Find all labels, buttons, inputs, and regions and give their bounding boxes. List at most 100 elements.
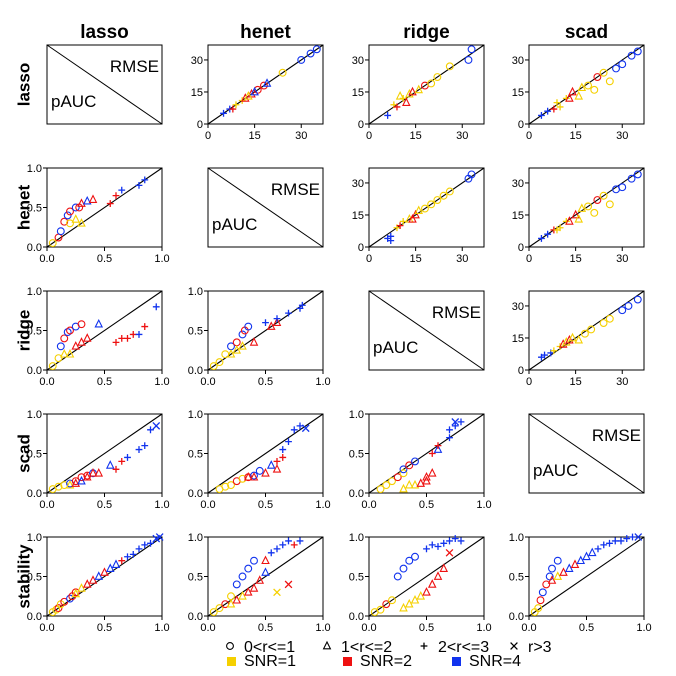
x-tick-label: 0.0 [39, 622, 54, 634]
y-tick-label: 15 [512, 210, 524, 222]
legend-color-SNR=2: SNR=2 [343, 653, 412, 670]
legend-color-label: SNR=2 [360, 653, 412, 670]
data-point [94, 468, 104, 477]
data-point [301, 424, 310, 433]
data-point [627, 51, 636, 60]
x-tick-label: 0.0 [200, 622, 215, 634]
reference-line [528, 536, 645, 617]
y-tick-label: 30 [352, 178, 364, 190]
y-tick-label: 1.0 [188, 409, 203, 421]
x-tick-label: 0.5 [579, 622, 594, 634]
legend-shape-label: 1<r<=2 [341, 639, 392, 656]
data-point [571, 209, 580, 219]
data-point [584, 81, 593, 90]
row-title-stability: stability [14, 544, 33, 609]
data-point [152, 421, 161, 430]
data-point [66, 326, 74, 335]
data-point [618, 306, 627, 315]
diagonal-lower-label: pAUC [212, 215, 257, 234]
y-tick-label: 0.0 [188, 488, 203, 500]
data-point [141, 176, 149, 184]
diagonal-upper-label: RMSE [592, 426, 641, 445]
legend-plus-icon [420, 642, 428, 650]
legend-shape-cross: r>3 [510, 639, 552, 656]
data-point [238, 330, 247, 339]
legend-shape-plus: 2<r<=3 [420, 639, 489, 656]
data-point [279, 541, 287, 549]
data-point [541, 351, 548, 359]
y-tick-label: 0 [197, 119, 203, 131]
data-point [266, 460, 276, 469]
diagonal-upper-label: RMSE [432, 303, 481, 322]
legend-shape-triangle: 1<r<=2 [322, 639, 392, 656]
data-point [124, 335, 131, 342]
y-tick-label: 0.5 [27, 449, 42, 461]
data-point [395, 91, 405, 100]
data-point [273, 315, 281, 323]
data-point [584, 202, 593, 211]
data-point [427, 468, 437, 477]
x-tick-label: 0.5 [97, 376, 112, 388]
data-point [266, 321, 276, 330]
data-point [135, 545, 143, 553]
x-tick-label: 30 [616, 130, 628, 142]
data-point [244, 564, 253, 573]
legend-cross-icon [510, 642, 518, 650]
data-point [77, 198, 86, 207]
data-point [467, 45, 476, 54]
data-point [633, 170, 642, 179]
x-tick-label: 1.0 [154, 499, 169, 511]
data-point [112, 465, 120, 473]
data-point [312, 45, 321, 54]
data-point [439, 191, 448, 200]
data-point [147, 539, 154, 547]
legend: 0<r<=1 1<r<=2 2<r<=3 r>3 SNR=1 SNR=2 SNR=4 [226, 639, 552, 670]
data-point [446, 426, 453, 434]
data-point [259, 81, 268, 90]
row-title-scad: scad [14, 434, 33, 473]
data-point [587, 547, 597, 557]
reference-line [368, 536, 485, 617]
y-tick-label: 15 [512, 87, 524, 99]
data-point [63, 211, 72, 220]
diagonal-upper-label: RMSE [110, 57, 159, 76]
data-point [633, 47, 642, 56]
data-point [416, 478, 426, 487]
data-point [599, 319, 608, 327]
legend-color-label: SNR=4 [469, 653, 521, 670]
data-point [56, 342, 65, 351]
data-point [273, 458, 281, 465]
data-point [445, 548, 454, 557]
data-point [209, 362, 218, 370]
data-point [135, 446, 143, 453]
reference-line [368, 44, 485, 125]
data-point [428, 541, 436, 549]
data-point [612, 64, 620, 73]
y-tick-label: 1.0 [27, 286, 42, 298]
data-point [590, 208, 599, 217]
data-point [66, 207, 74, 216]
data-point [434, 543, 442, 550]
data-point [285, 309, 292, 317]
data-point [77, 320, 86, 329]
data-point [451, 535, 459, 542]
diagonal-divider [46, 44, 163, 125]
data-point [215, 358, 224, 367]
x-tick-label: 15 [409, 253, 421, 265]
data-point [387, 237, 395, 244]
panel-ridge-henet: 0.00.0 0.5 0.5 1.0 1.0 [188, 286, 331, 388]
data-point [124, 454, 131, 461]
data-point [399, 465, 408, 474]
data-point [226, 348, 236, 358]
data-point [414, 84, 424, 94]
panel-scad-ridge: 0.00.0 0.5 0.5 1.0 1.0 [349, 409, 492, 511]
data-point [241, 93, 250, 102]
data-point [457, 418, 465, 426]
row-title-lasso: lasso [14, 63, 33, 106]
y-tick-label: 0.0 [27, 365, 42, 377]
data-point [393, 103, 401, 111]
x-tick-label: 15 [569, 130, 581, 142]
data-point [124, 553, 131, 561]
y-tick-label: 15 [352, 210, 364, 222]
data-point [538, 588, 547, 597]
